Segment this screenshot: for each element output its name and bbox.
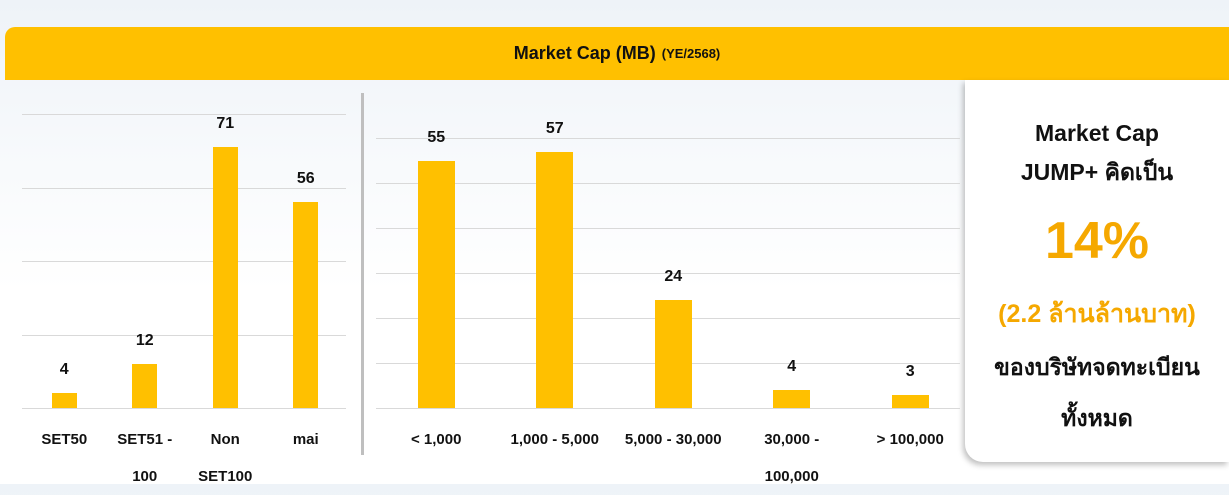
grid-line — [22, 408, 346, 409]
x-tick-label: 5,000 - 30,000 — [624, 431, 722, 448]
x-tick-label: > 100,000 — [876, 431, 944, 448]
value-label: 12 — [135, 331, 154, 349]
grid-line — [22, 334, 346, 336]
header: Market Cap (MB) (YE/2568) — [5, 27, 1229, 80]
x-tick-label: < 1,000 — [411, 431, 462, 448]
bar — [293, 202, 319, 408]
grid-line — [22, 261, 346, 262]
x-tick-label: SET50 — [41, 431, 88, 448]
header-title: Market Cap (MB) — [513, 43, 656, 63]
page: Market Cap (MB) (YE/2568) Market Cap JUM… — [0, 0, 1229, 485]
value-label: 55 — [427, 128, 446, 146]
bar-chart: 55 < 1,000 57 1,000 - 5,000 24 5,000 - 30,000… — [376, 0, 960, 485]
panel-line: JUMP+ คิดเป็น — [1020, 159, 1174, 185]
grid-line — [376, 138, 960, 139]
bar-chart: 4 SET50 12 SET51 - 100 71 Non SET100 56 mai — [22, 0, 346, 485]
value-label: 24 — [664, 268, 683, 285]
grid-line — [22, 114, 346, 115]
grid-line — [376, 228, 960, 229]
separator — [361, 93, 364, 455]
panel-line: Market Cap — [1035, 120, 1159, 146]
value-label: 71 — [216, 115, 235, 133]
bar — [212, 147, 238, 408]
bar — [654, 300, 692, 408]
bar — [132, 363, 158, 408]
grid-line — [376, 273, 960, 274]
x-tick-label: 30,000 - 100,000 — [764, 431, 820, 485]
grid-line — [376, 408, 960, 409]
value-label: 56 — [296, 170, 315, 188]
bar — [773, 390, 811, 408]
summary-panel: Market Cap JUMP+ คิดเป็น 14% (2.2 ล้านล้… — [965, 80, 1229, 462]
x-tick-label: Non SET100 — [198, 431, 253, 485]
value-label: 4 — [59, 361, 69, 379]
grid-line — [376, 183, 960, 184]
panel-line: ของบริษัทจดทะเบียน — [994, 354, 1200, 380]
value-label: 3 — [905, 362, 915, 380]
panel-highlight: 14% — [1044, 212, 1150, 270]
bar — [417, 160, 455, 408]
bar — [536, 151, 574, 408]
x-tick-label: 1,000 - 5,000 — [510, 431, 599, 448]
bar — [891, 394, 929, 408]
panel-amount: (2.2 ล้านล้านบาท) — [998, 300, 1196, 328]
value-label: 4 — [787, 358, 797, 375]
panel-line: ทั้งหมด — [1061, 405, 1133, 431]
header-subtitle: (YE/2568) — [661, 46, 721, 61]
x-tick-label: SET51 - 100 — [117, 431, 173, 485]
x-tick-label: mai — [292, 431, 319, 448]
bar — [51, 393, 77, 408]
grid-line — [22, 187, 346, 189]
value-label: 57 — [545, 119, 564, 137]
